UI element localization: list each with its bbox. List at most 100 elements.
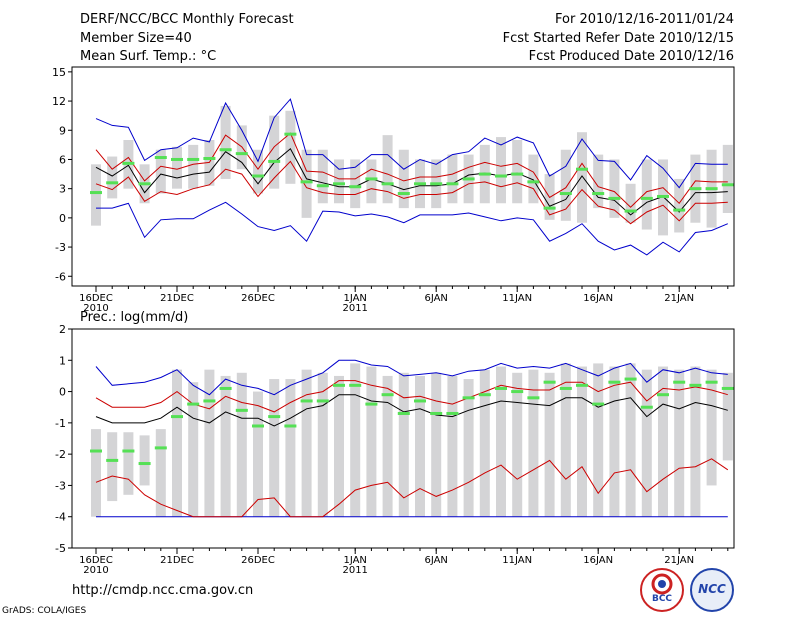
median-marker [576,167,588,171]
median-marker [365,402,378,406]
y-tick-label: -3 [55,479,66,492]
median-marker [608,196,621,200]
y-tick-label: 1 [59,354,66,367]
bcc-logo: BCC [640,568,684,612]
ensemble-box [220,105,231,179]
median-marker [154,446,167,450]
y-tick-label: 2 [59,323,66,336]
median-marker [235,152,248,156]
y-tick-label: -2 [55,448,66,461]
ensemble-box [188,144,199,189]
ensemble-max-line [95,359,728,396]
x-tick-label: 21DEC [160,555,194,566]
ensemble-box [593,154,604,209]
plot-frame [71,328,735,549]
ensemble-box [317,149,328,204]
median-marker [203,399,216,403]
x-tick-label: 26DEC [241,293,275,304]
median-marker [122,449,135,453]
median-marker [495,386,507,390]
footer-url[interactable]: http://cmdp.ncc.cma.gov.cn [72,583,254,598]
median-marker [721,183,734,187]
upper-spread-line [95,380,728,413]
median-marker [300,399,313,403]
ensemble-box [706,369,717,486]
ensemble-mean-line [95,148,728,216]
median-marker [203,156,216,160]
median-marker [268,159,281,163]
ensemble-box [398,372,409,517]
ensemble-box [674,369,685,517]
median-marker [511,390,524,394]
ensemble-box [544,372,555,517]
median-marker [122,161,135,165]
y-tick-label: 12 [52,95,66,108]
median-marker [624,377,637,381]
ncc-logo-text: NCC [698,582,726,596]
ensemble-box [172,146,182,189]
median-marker [187,402,200,406]
ensemble-box [463,379,474,517]
ensemble-box [269,379,280,517]
member-size: Member Size=40 [80,31,192,46]
x-tick-label: 21JAN [664,293,694,304]
grads-credit: GrADS: COLA/IGES [2,606,87,616]
ensemble-box [528,369,539,517]
ensemble-box [593,363,604,517]
precip-variable-label: Prec.: log(mm/d) [80,310,189,325]
median-marker [106,458,119,462]
median-marker [106,181,119,185]
ensemble-box [479,369,490,517]
y-tick-label: -4 [55,511,66,524]
ensemble-box [722,372,733,461]
produced-date: Fcst Produced Date 2010/12/16 [528,49,734,64]
median-marker [624,209,637,213]
median-marker [316,399,329,403]
ensemble-box [722,144,733,213]
median-marker [349,185,362,189]
x-tick-label: 16JAN [583,555,613,566]
median-marker [446,182,459,186]
median-marker [673,380,686,384]
x-tick-label: 1JAN [343,555,366,566]
median-marker [154,156,167,160]
ensemble-box [415,375,425,517]
x-tick-label: 16DEC [79,293,113,304]
median-marker [171,157,183,161]
ensemble-box [366,159,377,204]
median-marker [592,192,605,196]
ensemble-box [690,366,701,517]
ensemble-box [107,156,118,199]
ensemble-box [236,372,247,517]
median-marker [657,393,669,397]
ensemble-box [107,432,118,502]
upper-spread-line [95,132,728,208]
ensemble-box [528,154,539,204]
median-marker [705,187,718,191]
ensemble-box [609,366,620,517]
median-marker [414,182,426,186]
median-marker [576,383,588,387]
ensemble-box [641,159,652,230]
median-marker [252,174,264,178]
x-tick-label: 6JAN [424,555,447,566]
median-marker [268,415,281,419]
x-tick-label: 16DEC [79,555,113,566]
ensemble-box [334,375,344,517]
median-marker [187,157,200,161]
y-tick-label: 6 [59,153,66,166]
ensemble-box [91,164,101,226]
lower-spread-line [95,160,728,225]
ensemble-box [301,149,312,218]
ensemble-box [431,372,442,517]
x-tick-label: 26DEC [241,555,275,566]
variable-label: Mean Surf. Temp.: °C [80,49,217,64]
median-marker [592,402,605,406]
median-marker [397,192,410,196]
median-marker [138,462,151,466]
median-marker [171,415,183,419]
median-marker [689,383,702,387]
median-marker [430,182,443,186]
median-marker [252,424,264,428]
